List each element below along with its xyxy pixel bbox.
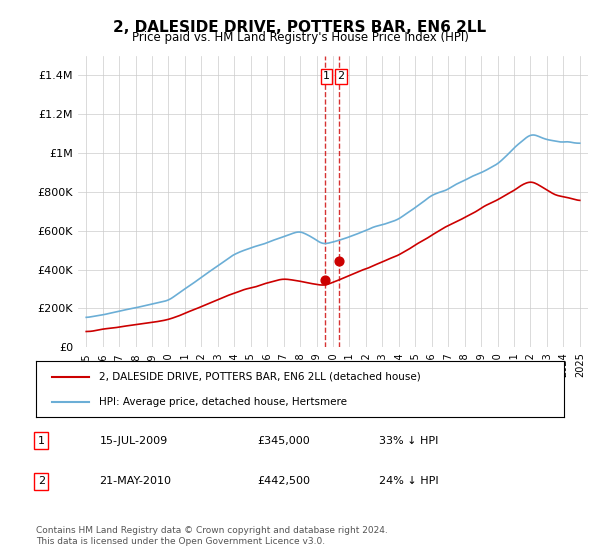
Text: £345,000: £345,000 (258, 436, 311, 446)
Text: 2, DALESIDE DRIVE, POTTERS BAR, EN6 2LL: 2, DALESIDE DRIVE, POTTERS BAR, EN6 2LL (113, 20, 487, 35)
Text: 21-MAY-2010: 21-MAY-2010 (100, 476, 172, 486)
Text: 15-JUL-2009: 15-JUL-2009 (100, 436, 167, 446)
Text: 24% ↓ HPI: 24% ↓ HPI (379, 476, 439, 486)
Text: Price paid vs. HM Land Registry's House Price Index (HPI): Price paid vs. HM Land Registry's House … (131, 31, 469, 44)
Point (320, 276, 330, 284)
Text: 2: 2 (38, 476, 45, 486)
Text: £442,500: £442,500 (258, 476, 311, 486)
Text: 1: 1 (38, 436, 45, 446)
Text: HPI: Average price, detached house, Hertsmere: HPI: Average price, detached house, Hert… (100, 396, 347, 407)
Text: Contains HM Land Registry data © Crown copyright and database right 2024.
This d: Contains HM Land Registry data © Crown c… (36, 526, 388, 546)
Text: 2, DALESIDE DRIVE, POTTERS BAR, EN6 2LL (detached house): 2, DALESIDE DRIVE, POTTERS BAR, EN6 2LL … (100, 372, 421, 382)
Text: 2: 2 (338, 71, 344, 81)
Point (334, 257, 344, 266)
Text: 33% ↓ HPI: 33% ↓ HPI (379, 436, 439, 446)
Text: 1: 1 (323, 71, 330, 81)
